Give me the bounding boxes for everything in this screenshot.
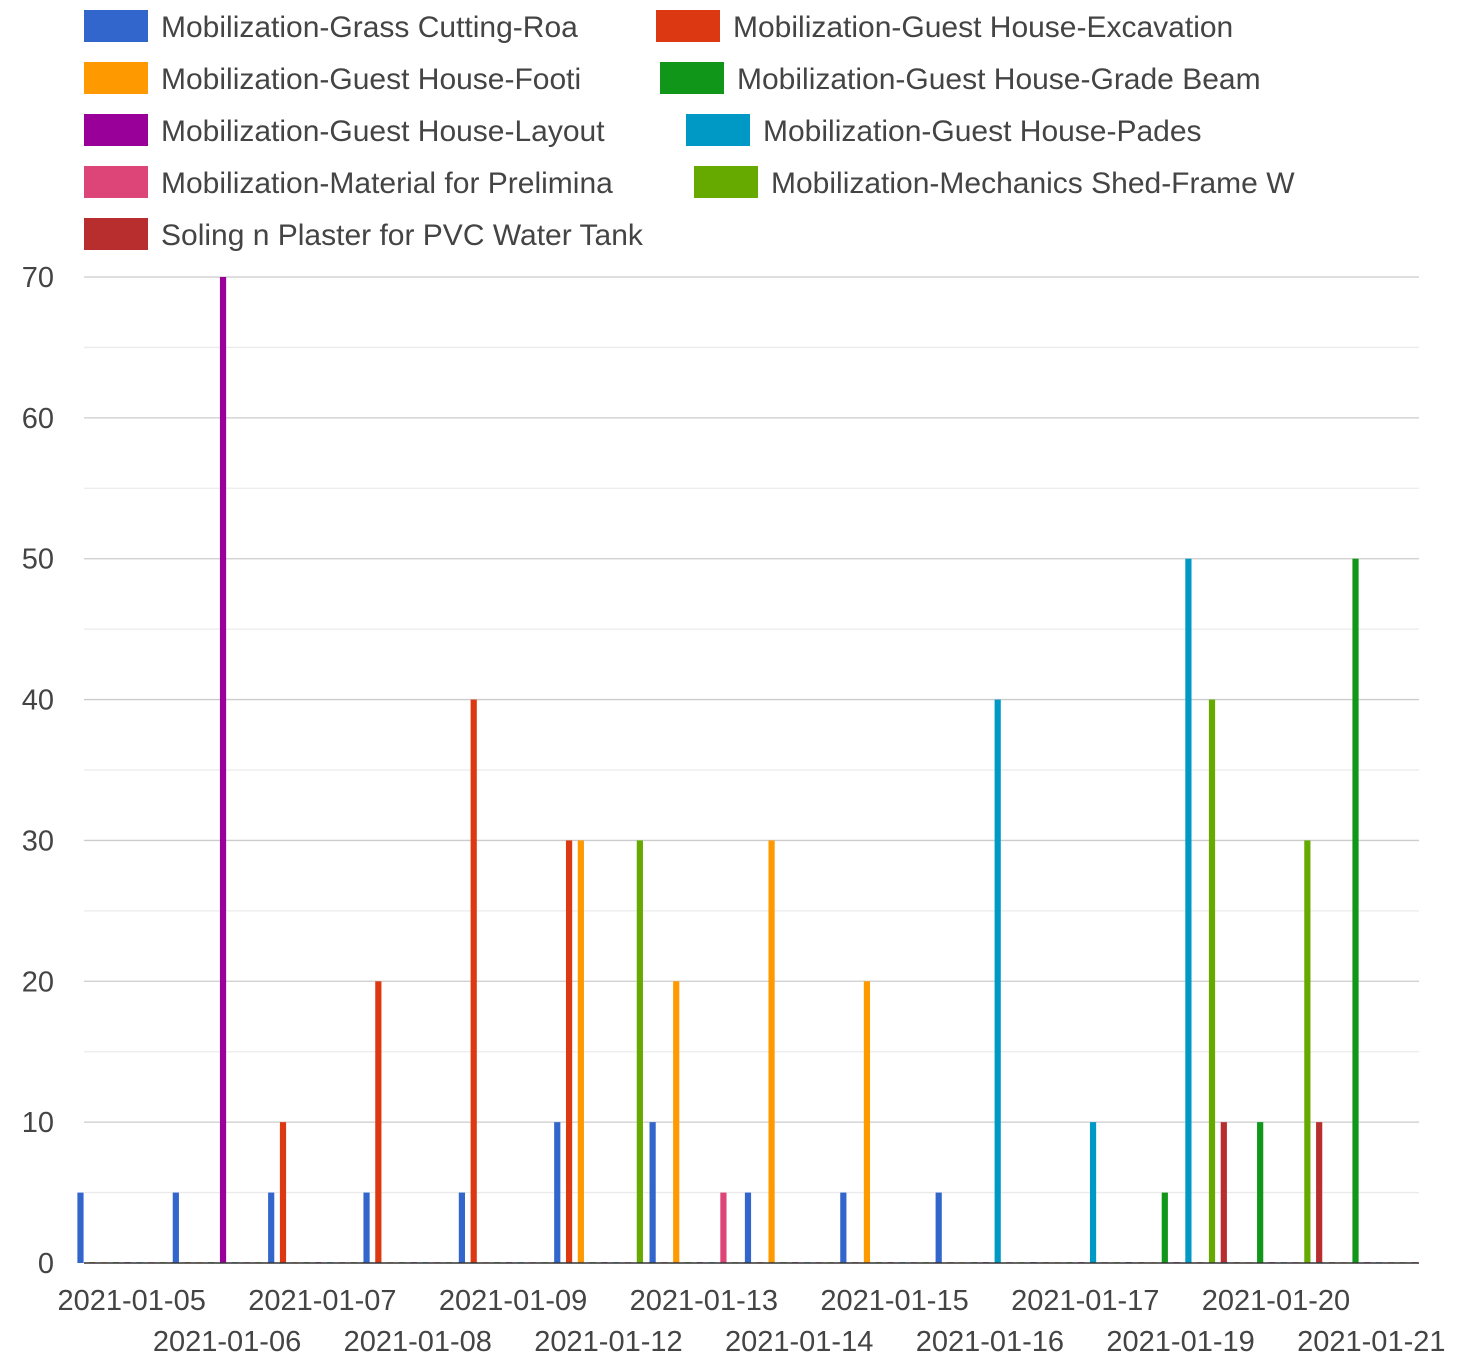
legend-swatch [656,10,720,42]
bar[interactable] [636,840,643,1263]
legend-swatch [694,166,758,198]
bar[interactable] [1089,1122,1097,1263]
x-tick-label: 2021-01-12 [534,1326,682,1358]
x-tick-label: 2021-01-07 [248,1285,396,1317]
bar[interactable] [1208,699,1216,1263]
x-tick-label: 2021-01-20 [1202,1285,1350,1317]
axis: 0 10 20 30 40 50 60 70 2021-01-05 2021-01-06 2021-… [22,262,1446,1358]
legend-label: Mobilization-Mechanics Shed-Frame W [771,167,1295,200]
y-tick-label: 70 [22,262,54,294]
legend-item[interactable]: Mobilization-Guest House-Layout [84,114,605,148]
legend-label: Mobilization-Guest House-Excavation [733,11,1233,44]
x-tick-label: 2021-01-13 [630,1285,778,1317]
bar[interactable] [172,1192,179,1263]
bar[interactable] [219,277,227,1263]
legend-label: Mobilization-Guest House-Layout [161,115,605,148]
bars [77,277,1418,1263]
y-tick-label: 40 [22,685,54,717]
legend-label: Mobilization-Grass Cutting-Roa [161,11,578,44]
bar[interactable] [375,981,382,1263]
bar[interactable] [1304,840,1311,1263]
legend-item[interactable]: Mobilization-Guest House-Excavation [656,10,1233,44]
bar[interactable] [1161,1192,1168,1263]
bar[interactable] [863,981,871,1263]
legend-item[interactable]: Mobilization-Grass Cutting-Roa [84,10,578,44]
y-tick-label: 0 [38,1248,54,1280]
bar[interactable] [935,1192,942,1263]
legend-item[interactable]: Mobilization-Mechanics Shed-Frame W [694,166,1295,200]
legend-swatch [84,218,148,250]
legend-item[interactable]: Mobilization-Guest House-Grade Beam [660,62,1261,96]
bar[interactable] [1220,1122,1227,1263]
x-tick-label: 2021-01-05 [58,1285,206,1317]
legend-swatch [84,166,148,198]
legend-label: Mobilization-Guest House-Footi [161,63,581,96]
x-tick-label: 2021-01-16 [916,1326,1064,1358]
bar[interactable] [744,1192,752,1263]
bar[interactable] [1257,1122,1264,1263]
legend: Mobilization-Grass Cutting-Roa Mobilizati… [84,10,1295,252]
bar[interactable] [268,1192,275,1263]
x-tick-label: 2021-01-15 [820,1285,968,1317]
legend-item[interactable]: Mobilization-Guest House-Pades [686,114,1202,148]
bar[interactable] [1185,558,1192,1263]
x-tick-label: 2021-01-14 [725,1326,873,1358]
legend-label: Mobilization-Guest House-Pades [763,115,1202,148]
bar[interactable] [363,1192,370,1263]
legend-swatch [686,114,750,146]
x-tick-label: 2021-01-06 [153,1326,301,1358]
bar[interactable] [554,1122,561,1263]
bar[interactable] [673,981,680,1263]
bar[interactable] [994,699,1001,1263]
y-tick-label: 20 [22,966,54,998]
x-tick-label: 2021-01-17 [1011,1285,1159,1317]
bar[interactable] [565,840,573,1263]
legend-swatch [660,62,724,94]
y-tick-label: 10 [22,1107,54,1139]
x-tick-label: 2021-01-21 [1297,1326,1445,1358]
legend-label: Mobilization-Material for Prelimina [161,167,613,200]
legend-label: Mobilization-Guest House-Grade Beam [737,63,1261,96]
bar[interactable] [649,1122,656,1263]
legend-item[interactable]: Soling n Plaster for PVC Water Tank [84,218,644,252]
legend-item[interactable]: Mobilization-Material for Prelimina [84,166,613,200]
legend-swatch [84,10,148,42]
y-tick-label: 50 [22,544,54,576]
grid [84,276,1419,1194]
bar[interactable] [77,1192,84,1263]
bar[interactable] [840,1192,847,1263]
x-tick-label: 2021-01-08 [344,1326,492,1358]
x-tick-label: 2021-01-19 [1106,1326,1254,1358]
bar[interactable] [1352,558,1359,1263]
legend-swatch [84,114,148,146]
y-tick-label: 60 [22,403,54,435]
y-tick-label: 30 [22,825,54,857]
bar[interactable] [720,1192,727,1263]
legend-label: Soling n Plaster for PVC Water Tank [161,219,644,252]
bar[interactable] [470,699,477,1263]
legend-swatch [84,62,148,94]
bar[interactable] [1316,1122,1323,1263]
bar[interactable] [577,840,584,1263]
bar[interactable] [279,1122,287,1263]
bar[interactable] [768,840,775,1263]
x-tick-label: 2021-01-09 [439,1285,587,1317]
legend-item[interactable]: Mobilization-Guest House-Footi [84,62,581,96]
bar[interactable] [458,1192,466,1263]
